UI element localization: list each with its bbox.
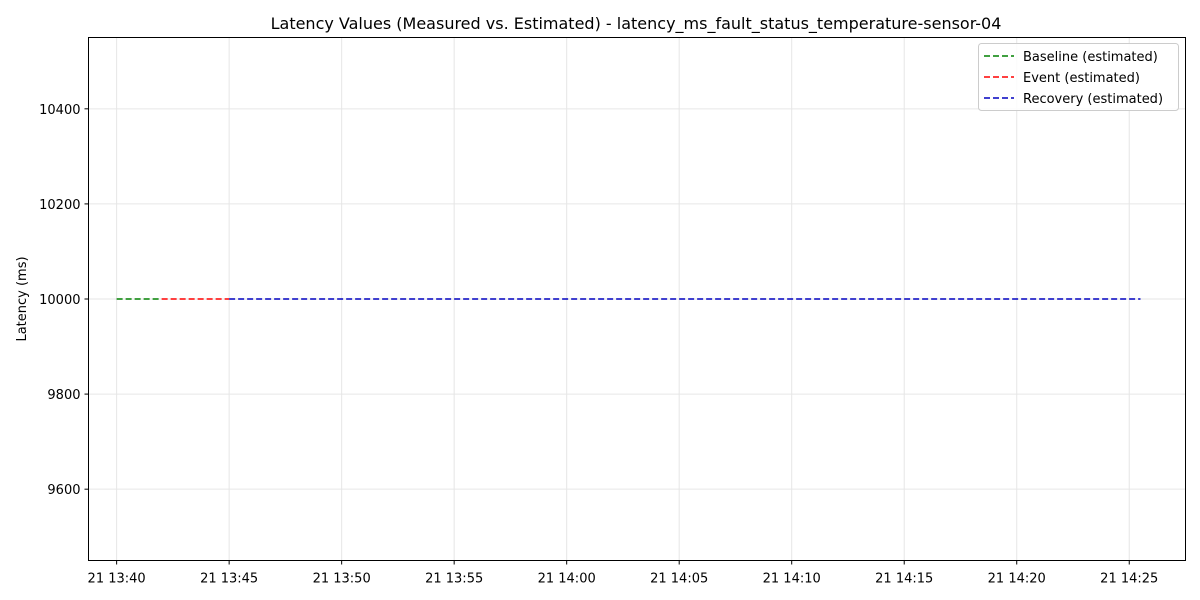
x-tick-label: 21 14:25 <box>1100 572 1158 587</box>
y-tick-label: 10000 <box>39 293 80 308</box>
y-tick-label: 10200 <box>39 198 80 213</box>
legend-label-3: Recovery (estimated) <box>1023 92 1163 107</box>
legend-box <box>978 43 1179 111</box>
chart-title: Latency Values (Measured vs. Estimated) … <box>271 14 1002 34</box>
y-tick-label: 10400 <box>39 103 80 118</box>
legend-label-1: Baseline (estimated) <box>1023 50 1158 65</box>
y-tick-label: 9800 <box>47 388 80 403</box>
y-axis: 9600 9800 10000 10200 10400 <box>39 103 89 498</box>
x-tick-label: 21 13:50 <box>313 572 371 587</box>
x-tick-label: 21 14:15 <box>875 572 933 587</box>
x-axis: 21 13:40 21 13:45 21 13:50 21 13:55 21 14:00… <box>88 560 1158 587</box>
x-tick-label: 21 14:05 <box>650 572 708 587</box>
y-tick-label: 9600 <box>47 483 80 498</box>
legend: Baseline (estimated) Event (estimated) Rec… <box>978 43 1179 111</box>
x-tick-label: 21 13:45 <box>200 572 258 587</box>
y-axis-label: Latency (ms) <box>15 256 30 341</box>
x-tick-label: 21 14:20 <box>988 572 1046 587</box>
x-tick-label: 21 13:40 <box>88 572 146 587</box>
x-tick-label: 21 14:00 <box>538 572 596 587</box>
x-tick-label: 21 13:55 <box>425 572 483 587</box>
x-tick-label: 21 14:10 <box>763 572 821 587</box>
legend-label-2: Event (estimated) <box>1023 71 1140 86</box>
